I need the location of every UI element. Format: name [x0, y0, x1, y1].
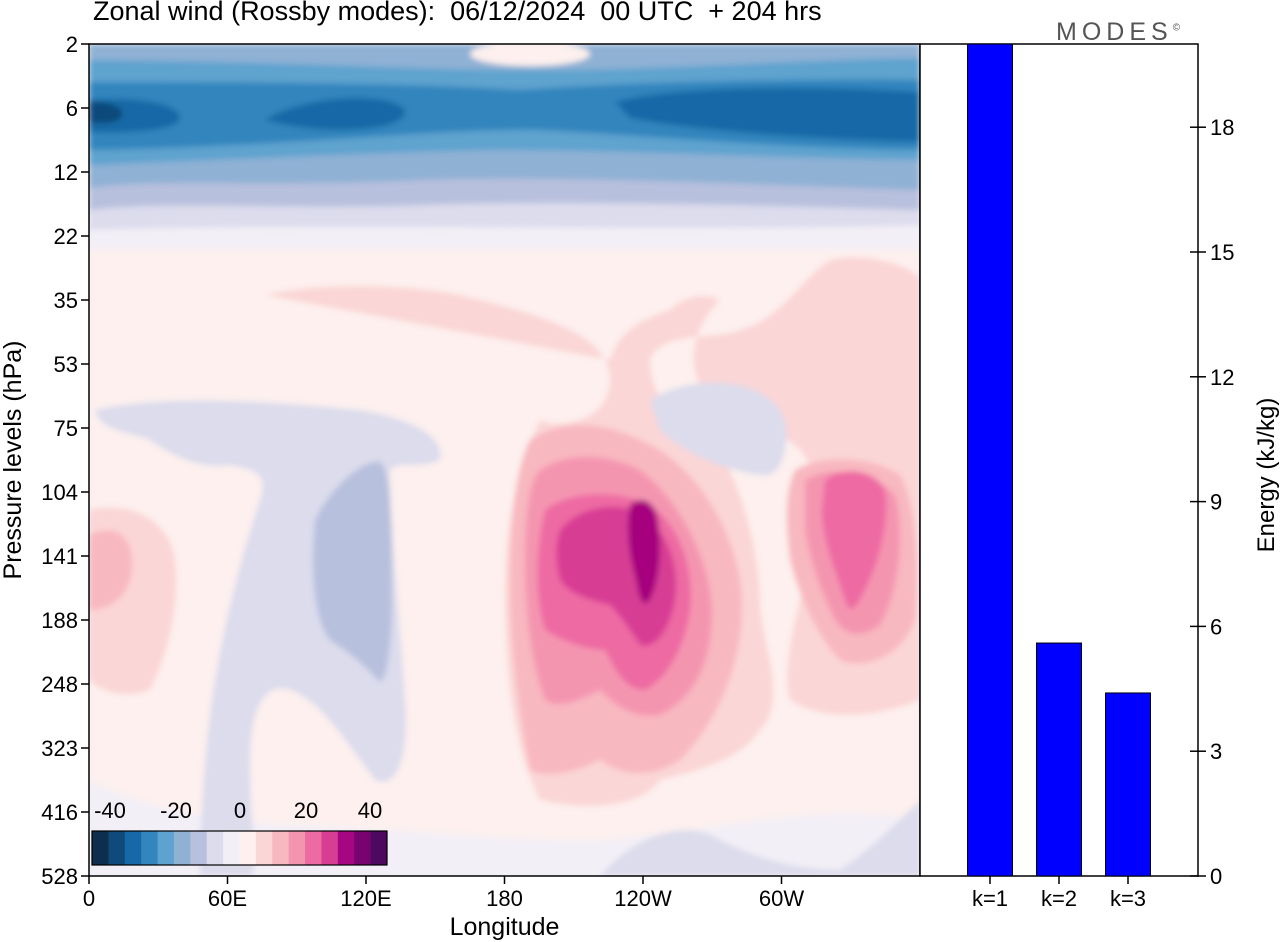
- colorbar-swatch: [239, 831, 257, 865]
- westerly-level3-west: [89, 530, 133, 610]
- energy-tick-label: 15: [1210, 240, 1234, 265]
- y-tick-label: 35: [54, 288, 78, 313]
- chart-title: Zonal wind (Rossby modes): 06/12/2024 00…: [93, 0, 822, 26]
- colorbar-swatch: [321, 831, 339, 865]
- easterly-core-min: [89, 101, 123, 124]
- y-tick-label: 2: [66, 32, 78, 57]
- energy-axis-label: Energy (kJ/kg): [1253, 398, 1280, 553]
- colorbar-swatch: [223, 831, 240, 865]
- colorbar-swatch: [337, 831, 355, 865]
- x-tick-label: 120W: [614, 886, 672, 911]
- bar-category-label: k=1: [972, 886, 1008, 911]
- bar-category-label: k=2: [1041, 886, 1077, 911]
- energy-bar: [1105, 692, 1151, 877]
- energy-tick-label: 12: [1210, 365, 1234, 390]
- colorbar-swatch: [206, 831, 224, 865]
- x-tick-label: 180: [486, 886, 523, 911]
- colorbar-swatch: [272, 831, 290, 865]
- colorbar-label: 20: [294, 798, 318, 823]
- x-axis-label: Longitude: [450, 913, 560, 941]
- colorbar-frame: [91, 830, 388, 866]
- bar-chart-frame: [919, 43, 1199, 877]
- energy-tick-label: 9: [1210, 490, 1222, 515]
- upper-westerly-cap: [470, 44, 590, 66]
- colorbar-swatch: [190, 831, 208, 865]
- zonal-wind-heatmap: [89, 44, 920, 876]
- y-tick-label: 528: [41, 864, 78, 889]
- colorbar-swatch: [124, 831, 142, 865]
- y-tick-label: 141: [41, 544, 78, 569]
- bar-series: [967, 43, 1151, 877]
- jet-core-max: [627, 500, 660, 604]
- y-tick-label: 188: [41, 608, 78, 633]
- weak-easterly-core: [313, 461, 392, 682]
- logo-mark: ©: [1172, 22, 1181, 34]
- x-tick-label: 120E: [340, 886, 391, 911]
- colorbar-swatch: [255, 831, 273, 865]
- colorbar-swatch: [288, 831, 306, 865]
- y-tick-label: 12: [54, 160, 78, 185]
- colorbar-label: -20: [160, 798, 192, 823]
- colorbar-label: -40: [94, 798, 126, 823]
- weak-easterly-east: [650, 382, 787, 476]
- colorbar-swatch: [370, 831, 388, 865]
- energy-tick-label: 6: [1210, 614, 1222, 639]
- y-axis-label: Pressure levels (hPa): [0, 341, 27, 580]
- colorbar-label: 0: [234, 798, 246, 823]
- easterly-core-east: [615, 87, 920, 142]
- westerly-level5-east: [822, 471, 887, 609]
- colorbar: -40 -20 0 20 40: [91, 798, 388, 866]
- easterly-core-central: [265, 97, 406, 131]
- bar-axes: k=1 k=2 k=3 0 3 6 9 12 15 18 Energy (kJ/kg): [972, 115, 1280, 911]
- colorbar-swatch: [173, 831, 191, 865]
- modes-logo: MODES©: [1056, 18, 1180, 47]
- energy-bar-chart: k=1 k=2 k=3 0 3 6 9 12 15 18 Energy (kJ/kg): [919, 43, 1280, 911]
- energy-tick-label: 0: [1210, 864, 1222, 889]
- colorbar-swatch: [157, 831, 175, 865]
- y-tick-label: 22: [54, 224, 78, 249]
- energy-tick-label: 3: [1210, 739, 1222, 764]
- y-tick-label: 248: [41, 672, 78, 697]
- x-tick-label: 60W: [759, 886, 804, 911]
- y-tick-label: 75: [54, 416, 78, 441]
- y-tick-label: 323: [41, 736, 78, 761]
- y-tick-label: 104: [41, 480, 78, 505]
- logo-text: MODES: [1056, 18, 1173, 46]
- energy-tick-label: 18: [1210, 115, 1234, 140]
- colorbar-swatch: [108, 831, 126, 865]
- x-tick-label: 60E: [208, 886, 247, 911]
- weak-easterly-southeast: [600, 800, 920, 876]
- colorbar-swatch: [354, 831, 372, 865]
- colorbar-swatch: [141, 831, 159, 865]
- colorbar-label: 40: [358, 798, 382, 823]
- y-tick-label: 416: [41, 800, 78, 825]
- bar-category-label: k=3: [1110, 886, 1146, 911]
- colorbar-swatch: [92, 831, 109, 865]
- x-tick-label: 0: [83, 886, 95, 911]
- colorbar-swatch: [305, 831, 322, 865]
- y-tick-label: 6: [66, 96, 78, 121]
- energy-bar: [1036, 642, 1082, 877]
- energy-bar: [967, 43, 1013, 877]
- y-tick-label: 53: [54, 352, 78, 377]
